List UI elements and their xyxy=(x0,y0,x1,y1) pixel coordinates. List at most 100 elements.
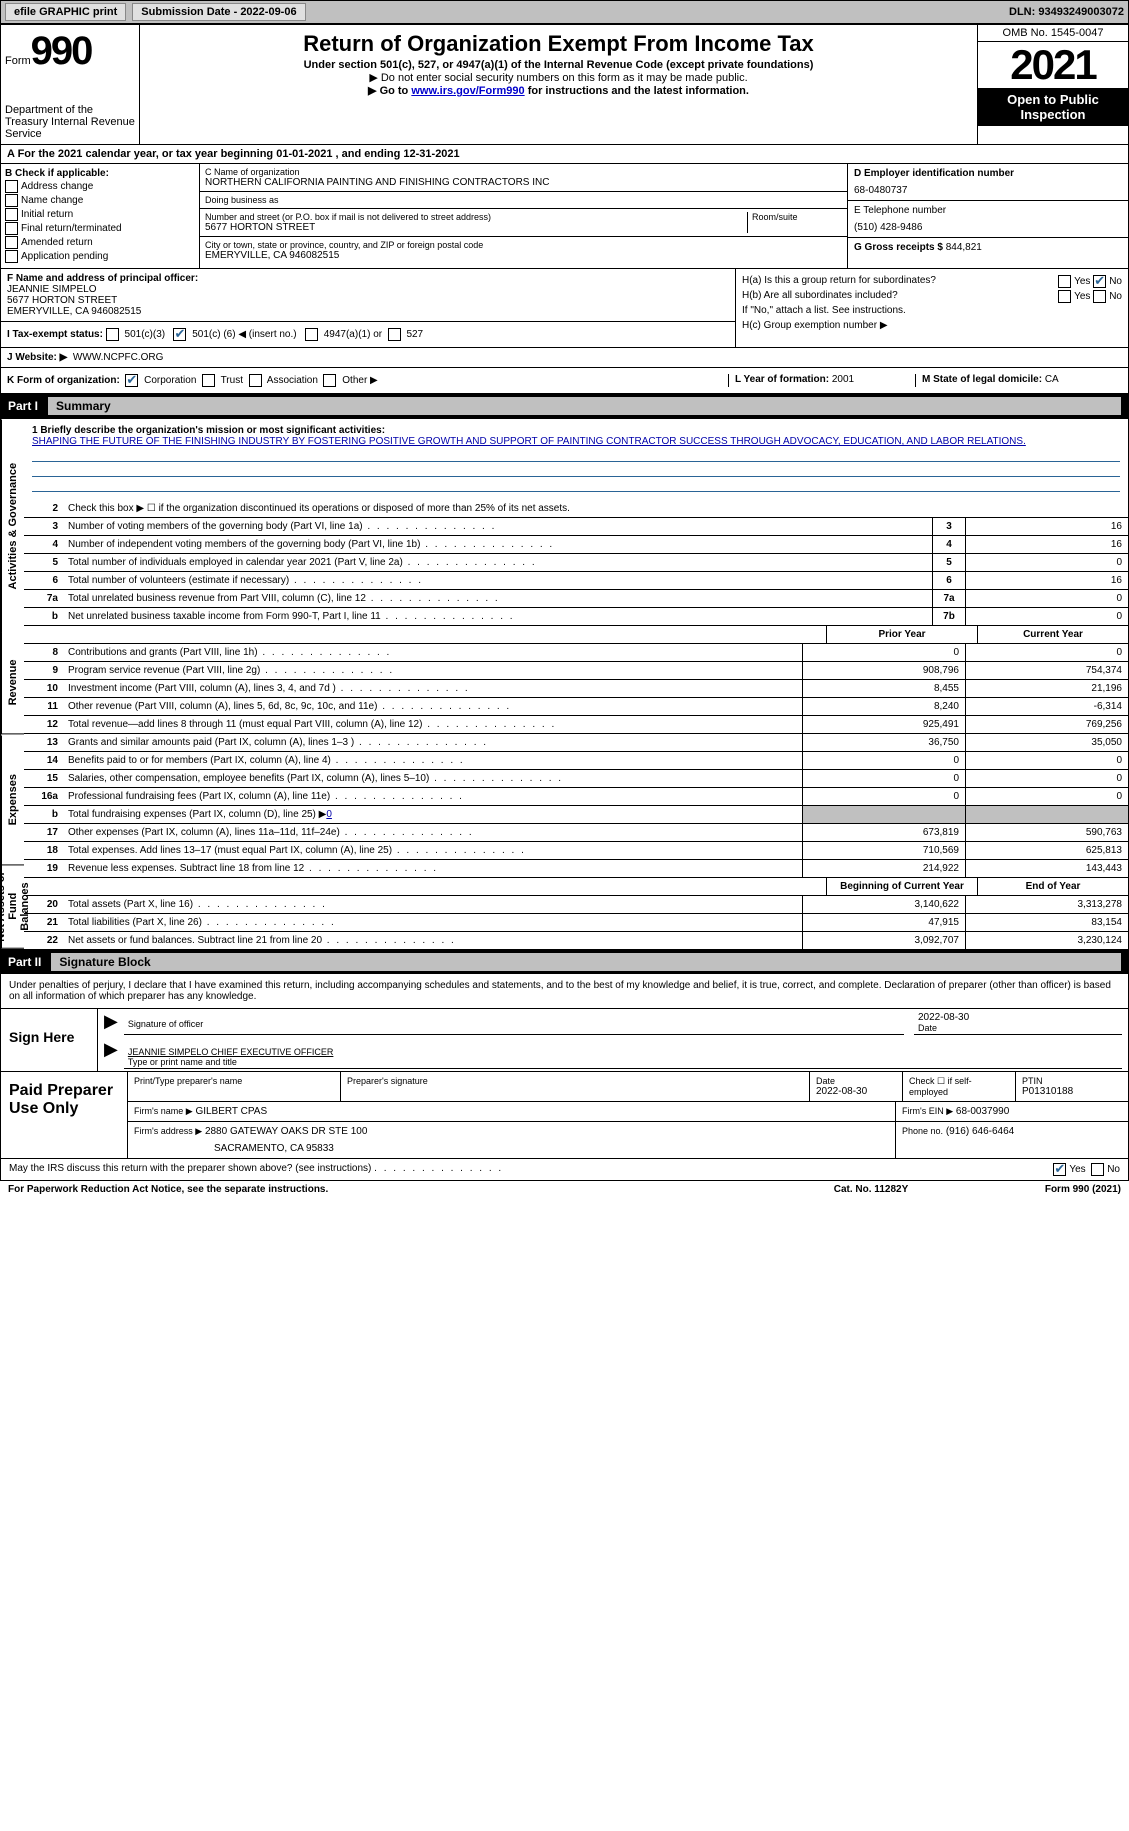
form-title-block: Form990 Department of the Treasury Inter… xyxy=(1,25,140,144)
right-block: OMB No. 1545-0047 2021 Open to Public In… xyxy=(977,25,1128,144)
row-desc: Contributions and grants (Part VIII, lin… xyxy=(64,644,802,661)
main-title-block: Return of Organization Exempt From Incom… xyxy=(140,25,977,144)
row-prior: 36,750 xyxy=(802,734,965,751)
sig-officer-field[interactable]: Signature of officer xyxy=(124,1011,904,1035)
street-label: Number and street (or P.O. box if mail i… xyxy=(205,212,747,222)
tax-year: 2021 xyxy=(978,42,1128,88)
prep-date-label: Date xyxy=(816,1076,896,1086)
row-curr: 769,256 xyxy=(965,716,1128,733)
trust-checkbox[interactable] xyxy=(202,374,215,387)
row-val: 16 xyxy=(965,518,1128,535)
row-box: 7b xyxy=(932,608,965,625)
row-desc: Net unrelated business taxable income fr… xyxy=(64,608,932,625)
part-2-header: Part II Signature Block xyxy=(0,950,1129,974)
end-year-header: End of Year xyxy=(977,878,1128,895)
hb-yes-checkbox[interactable] xyxy=(1058,290,1071,303)
officer-name: JEANNIE SIMPELO xyxy=(7,284,729,295)
row-val: 0 xyxy=(965,590,1128,607)
section-f: F Name and address of principal officer:… xyxy=(1,269,735,347)
paid-preparer: Paid Preparer Use Only Print/Type prepar… xyxy=(0,1072,1129,1159)
row-num: 6 xyxy=(24,572,64,589)
form-subtitle: Under section 501(c), 527, or 4947(a)(1)… xyxy=(148,59,969,71)
sig-name-value: JEANNIE SIMPELO CHIEF EXECUTIVE OFFICER xyxy=(128,1047,1118,1057)
ptin-label: PTIN xyxy=(1022,1076,1122,1086)
efile-print-button[interactable]: efile GRAPHIC print xyxy=(5,3,126,21)
sig-date-label: Date xyxy=(918,1023,1118,1033)
name-change-checkbox[interactable] xyxy=(5,194,18,207)
ha-no-checkbox[interactable] xyxy=(1093,275,1106,288)
section-c: C Name of organization NORTHERN CALIFORN… xyxy=(200,164,847,268)
yes-label: Yes xyxy=(1069,1164,1085,1175)
hb-note: If "No," attach a list. See instructions… xyxy=(742,305,1122,316)
row-num: 10 xyxy=(24,680,64,697)
row-num: 4 xyxy=(24,536,64,553)
tax-year-end: 12-31-2021 xyxy=(403,148,459,160)
opt-label: ) ◀ (insert no.) xyxy=(232,329,296,340)
row-num: 18 xyxy=(24,842,64,859)
prior-year-header: Prior Year xyxy=(826,626,977,643)
501c-checkbox[interactable] xyxy=(173,328,186,341)
opt-label: Corporation xyxy=(144,375,196,386)
phone-value: (510) 428-9486 xyxy=(854,222,1122,233)
website-label: J Website: ▶ xyxy=(7,352,67,363)
ha-yes-checkbox[interactable] xyxy=(1058,275,1071,288)
fundraising-val: 0 xyxy=(326,809,332,820)
city-value: EMERYVILLE, CA 946082515 xyxy=(205,250,842,261)
firm-addr2: SACRAMENTO, CA 95833 xyxy=(214,1143,889,1154)
begin-year-header: Beginning of Current Year xyxy=(826,878,977,895)
shaded-cell xyxy=(965,806,1128,823)
summary-body: Activities & Governance Revenue Expenses… xyxy=(0,418,1129,950)
irs-link[interactable]: www.irs.gov/Form990 xyxy=(411,85,524,97)
discuss-yes-checkbox[interactable] xyxy=(1053,1163,1066,1176)
sign-here: Sign Here ▶ Signature of officer 2022-08… xyxy=(0,1008,1129,1072)
row-curr: 21,196 xyxy=(965,680,1128,697)
year-formation-label: L Year of formation: xyxy=(735,374,829,385)
section-j: J Website: ▶ WWW.NCPFC.ORG xyxy=(0,348,1129,368)
opt-label: Other ▶ xyxy=(342,375,377,386)
row-prior: 710,569 xyxy=(802,842,965,859)
row-num: 17 xyxy=(24,824,64,841)
row-curr: 143,443 xyxy=(965,860,1128,877)
assoc-checkbox[interactable] xyxy=(249,374,262,387)
vert-label-net: Net Assets or Fund Balances xyxy=(1,865,24,949)
hb-no-checkbox[interactable] xyxy=(1093,290,1106,303)
501c3-checkbox[interactable] xyxy=(106,328,119,341)
4947-checkbox[interactable] xyxy=(305,328,318,341)
row-desc: Total number of volunteers (estimate if … xyxy=(64,572,932,589)
amended-return-checkbox[interactable] xyxy=(5,236,18,249)
arrow-icon: ▶ xyxy=(104,1011,118,1035)
opt-label: 527 xyxy=(406,329,423,340)
row-num: 5 xyxy=(24,554,64,571)
sig-intro: Under penalties of perjury, I declare th… xyxy=(0,974,1129,1008)
part-1-header: Part I Summary xyxy=(0,394,1129,418)
room-label: Room/suite xyxy=(747,212,842,233)
row-desc: Total liabilities (Part X, line 26) xyxy=(64,914,802,931)
row-num: 12 xyxy=(24,716,64,733)
prep-name-label: Print/Type preparer's name xyxy=(134,1076,334,1086)
row-num: 8 xyxy=(24,644,64,661)
row-val: 0 xyxy=(965,554,1128,571)
527-checkbox[interactable] xyxy=(388,328,401,341)
section-d: D Employer identification number 68-0480… xyxy=(847,164,1128,268)
discuss-q: May the IRS discuss this return with the… xyxy=(9,1163,371,1174)
discuss-no-checkbox[interactable] xyxy=(1091,1163,1104,1176)
initial-return-checkbox[interactable] xyxy=(5,208,18,221)
info-grid: B Check if applicable: Address change Na… xyxy=(0,164,1129,269)
discuss-row: May the IRS discuss this return with the… xyxy=(0,1159,1129,1181)
dln-label: DLN: 93493249003072 xyxy=(1009,6,1124,18)
summary-content: 1 Briefly describe the organization's mi… xyxy=(24,419,1128,949)
part-2-title: Signature Block xyxy=(51,953,1121,971)
sig-name-field: JEANNIE SIMPELO CHIEF EXECUTIVE OFFICER … xyxy=(124,1039,1122,1069)
final-return-checkbox[interactable] xyxy=(5,222,18,235)
corp-checkbox[interactable] xyxy=(125,374,138,387)
application-pending-checkbox[interactable] xyxy=(5,250,18,263)
prep-sig-label: Preparer's signature xyxy=(347,1076,803,1086)
address-change-checkbox[interactable] xyxy=(5,180,18,193)
gross-value: 844,821 xyxy=(946,242,982,253)
opt-label: Association xyxy=(267,375,318,386)
submission-date-button[interactable]: Submission Date - 2022-09-06 xyxy=(132,3,305,21)
other-checkbox[interactable] xyxy=(323,374,336,387)
row-desc: Investment income (Part VIII, column (A)… xyxy=(64,680,802,697)
prep-date-value: 2022-08-30 xyxy=(816,1086,896,1097)
row-box: 3 xyxy=(932,518,965,535)
